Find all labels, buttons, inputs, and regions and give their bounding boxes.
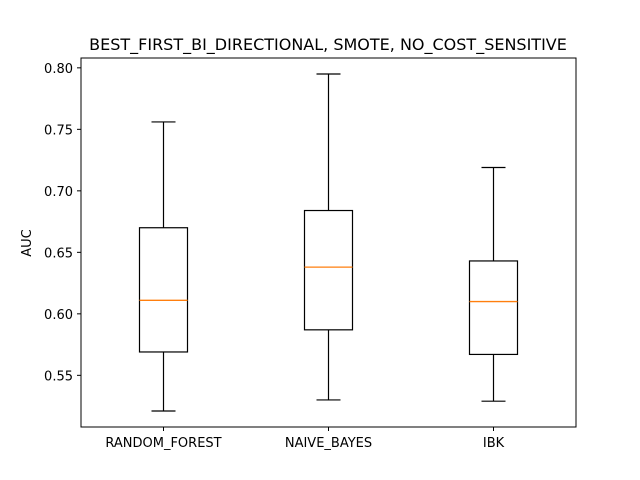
x-tick-label: RANDOM_FOREST bbox=[105, 436, 221, 451]
y-tick-label: 0.55 bbox=[44, 369, 73, 384]
box bbox=[138, 227, 189, 353]
y-axis-label: AUC bbox=[20, 229, 35, 257]
y-tick-label: 0.80 bbox=[44, 62, 73, 77]
y-tick-label: 0.75 bbox=[44, 123, 73, 138]
plot-frame bbox=[80, 57, 577, 428]
box bbox=[303, 209, 354, 331]
x-tick-label: NAIVE_BAYES bbox=[285, 436, 372, 451]
chart-title: BEST_FIRST_BI_DIRECTIONAL, SMOTE, NO_COS… bbox=[89, 35, 567, 55]
y-tick-label: 0.70 bbox=[44, 185, 73, 200]
box bbox=[468, 260, 519, 356]
y-tick-label: 0.65 bbox=[44, 246, 73, 261]
plot-area: RANDOM_FOREST NAIVE_BAYES IBK 0.55 0.60 0.65 0… bbox=[44, 57, 577, 451]
y-tick-label: 0.60 bbox=[44, 308, 73, 323]
x-tick-label: IBK bbox=[483, 436, 505, 451]
